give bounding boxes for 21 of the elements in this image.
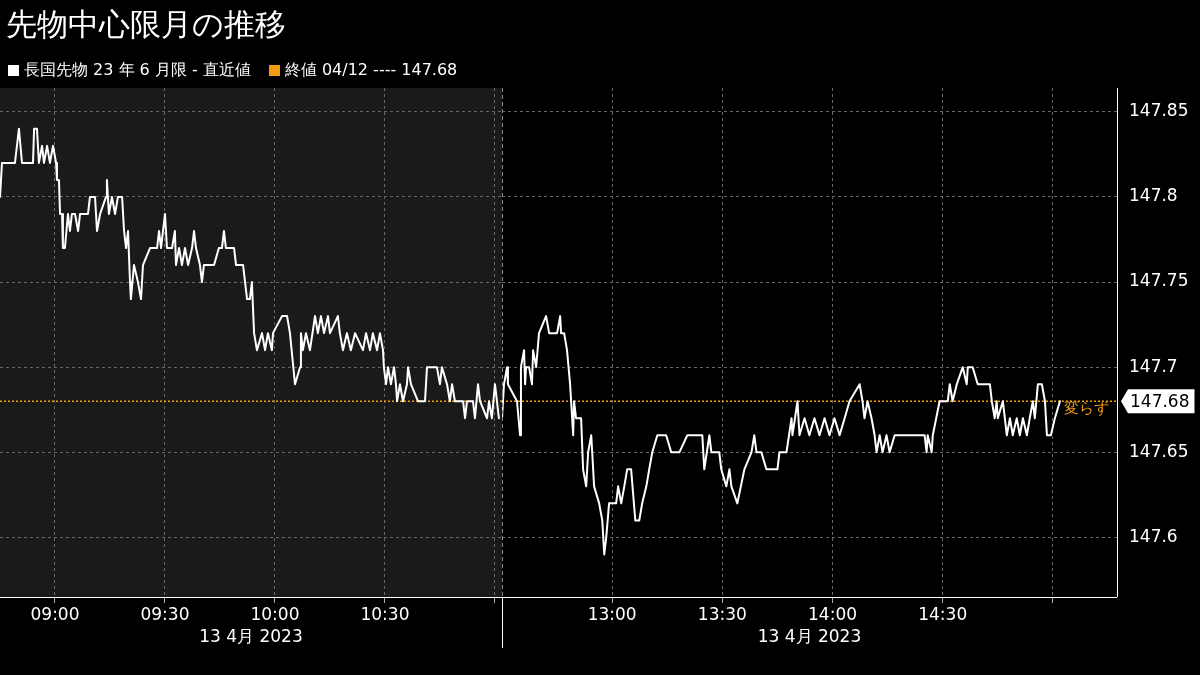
y-tick-label: 147.65	[1129, 440, 1189, 461]
x-tick-label: 13:00	[587, 603, 637, 624]
text: 147.68	[1130, 390, 1190, 411]
chart-title: 先物中心限月の推移	[6, 5, 286, 44]
legend-label: 長国先物 23 年 6 月限 - 直近値	[24, 60, 251, 81]
y-tick-label: 147.85	[1129, 100, 1189, 121]
x-axis-title: 13 4月 2023	[199, 626, 303, 647]
x-tick-label: 09:30	[140, 603, 190, 624]
x-tick-label: 09:00	[30, 603, 80, 624]
y-tick-label: 147.75	[1129, 270, 1189, 291]
x-tick-label: 13:30	[697, 603, 747, 624]
x-tick-label: 10:00	[250, 603, 300, 624]
x-axis-title: 13 4月 2023	[757, 626, 862, 647]
x-tick-label: 14:30	[918, 603, 968, 624]
x-tick-label: 14:00	[808, 603, 858, 624]
annotation: 変らず	[1063, 399, 1109, 418]
y-tick-label: 147.7	[1129, 355, 1178, 376]
y-tick-label: 147.8	[1129, 185, 1178, 206]
legend-label: 終値 04/12 ---- 147.68	[284, 60, 458, 81]
y-tick-label: 147.6	[1129, 525, 1178, 546]
x-tick-label: 10:30	[360, 603, 410, 624]
